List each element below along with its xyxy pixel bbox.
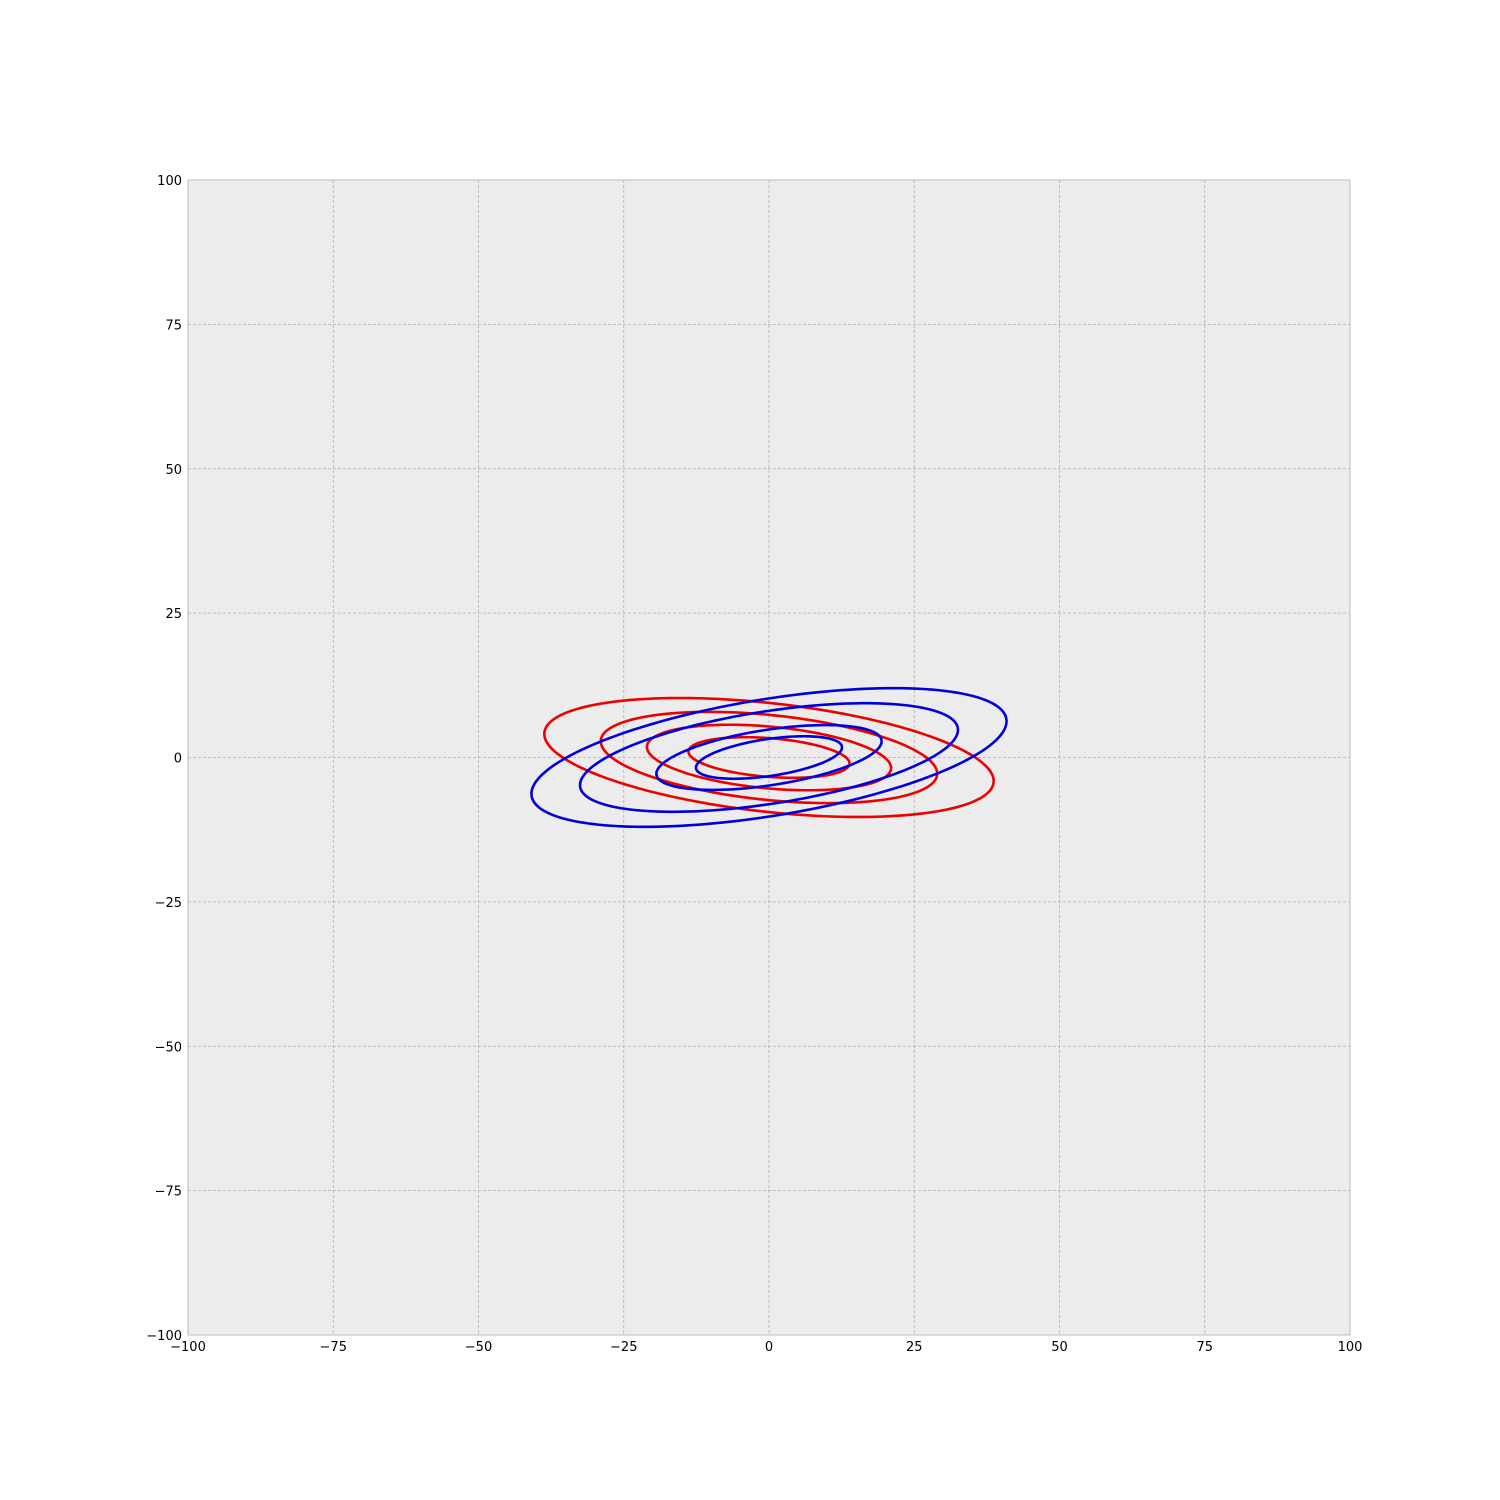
x-tick-label: 25 [906,1340,923,1355]
x-tick-label: 0 [765,1340,773,1355]
y-tick-label: −25 [155,896,182,911]
y-tick-label: 25 [165,607,182,622]
x-tick-label: −25 [610,1340,637,1355]
y-tick-label: 50 [165,463,182,478]
series-2 [530,686,1008,829]
axes-frame [187,179,1351,1336]
series-2-ellipse-1 [694,734,844,781]
x-tick-label: −75 [320,1340,347,1355]
series-1-ellipse-2 [645,723,893,792]
grid [188,180,1350,1335]
y-tick-label: 75 [165,318,182,333]
y-tick-label: 0 [174,752,182,767]
x-tick-label: −50 [465,1340,492,1355]
series-2-ellipse-4 [530,686,1008,829]
x-axis: −100 −75 −50 −25 0 25 50 75 100 [170,1340,1362,1355]
series-2-ellipse-2 [655,723,883,792]
x-tick-label: 50 [1051,1340,1068,1355]
series-2-ellipse-3 [578,701,960,814]
series-layer [530,686,1008,829]
x-tick-label: 100 [1338,1340,1363,1355]
y-tick-label: −50 [155,1040,182,1055]
y-tick-label: −75 [155,1185,182,1200]
y-axis: −100 −75 −50 −25 0 25 50 75 100 [146,174,182,1344]
y-tick-label: −100 [146,1329,182,1344]
x-tick-label: 75 [1196,1340,1213,1355]
y-tick-label: 100 [157,174,182,189]
x-tick-label: −100 [170,1340,206,1355]
series-1-ellipse-4 [543,696,995,819]
